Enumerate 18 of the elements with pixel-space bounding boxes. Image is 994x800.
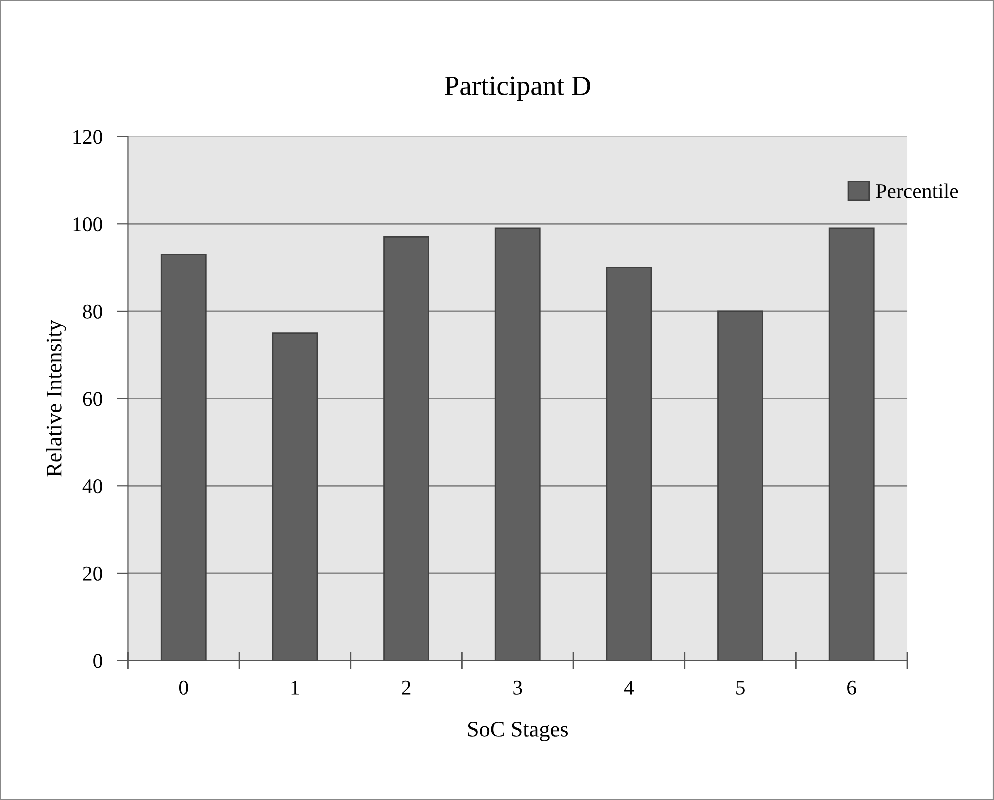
y-tick-label: 60 bbox=[83, 392, 102, 406]
y-tick-label: 100 bbox=[74, 218, 102, 232]
x-tick-label: 4 bbox=[624, 680, 634, 695]
x-axis-title: SoC Stages bbox=[468, 722, 568, 742]
y-tick-label: 120 bbox=[74, 130, 102, 144]
legend-label: Percentile bbox=[876, 184, 958, 198]
x-tick-label: 1 bbox=[292, 680, 300, 695]
x-tick-label: 5 bbox=[736, 681, 745, 695]
x-tick-label: 2 bbox=[402, 680, 411, 695]
y-axis-title: Relative Intensity bbox=[46, 320, 66, 477]
chart-title: Participant D bbox=[445, 76, 590, 102]
x-tick-label: 3 bbox=[514, 680, 522, 695]
y-tick-label: 20 bbox=[83, 566, 102, 581]
y-tick-label: 0 bbox=[94, 654, 102, 668]
y-tick-label: 40 bbox=[82, 480, 102, 494]
x-tick-label: 0 bbox=[179, 680, 188, 695]
y-tick-label: 80 bbox=[83, 304, 102, 319]
x-tick-label: 6 bbox=[848, 680, 856, 695]
